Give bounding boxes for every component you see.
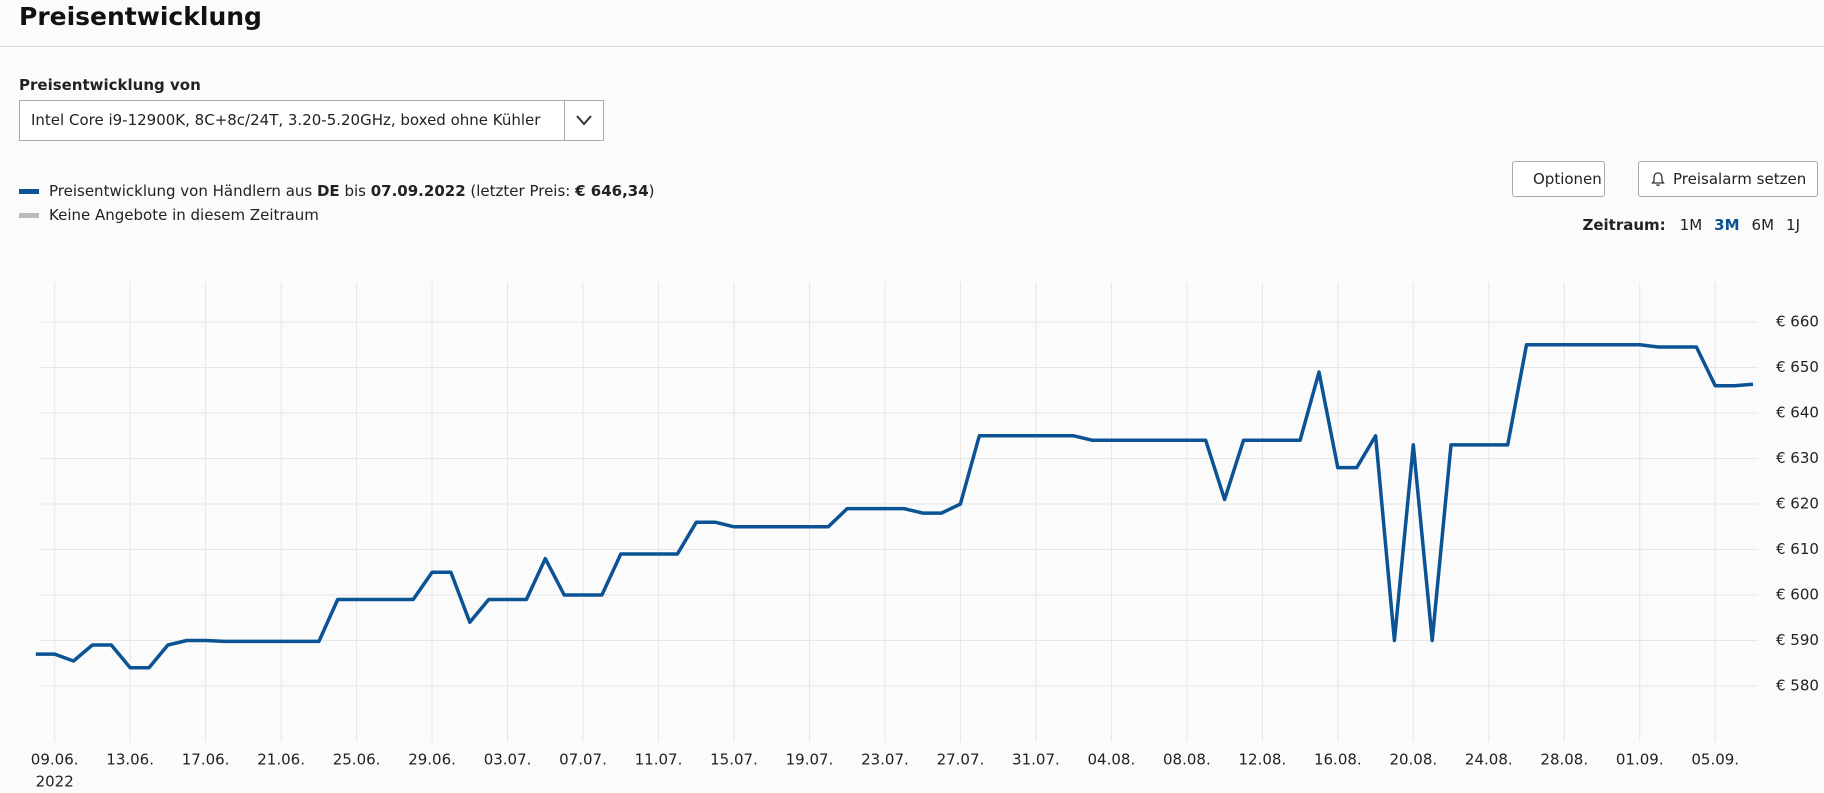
x-tick-label: 20.08. xyxy=(1389,751,1437,769)
x-tick-label: 03.07. xyxy=(484,751,532,769)
y-tick-label: € 620 xyxy=(1776,495,1819,513)
page-title: Preisentwicklung xyxy=(19,2,262,31)
x-tick-label: 15.07. xyxy=(710,751,758,769)
x-tick-label: 31.07. xyxy=(1012,751,1060,769)
select-label: Preisentwicklung von xyxy=(19,76,201,94)
x-tick-label: 08.08. xyxy=(1163,751,1211,769)
x-tick-label: 01.09. xyxy=(1616,751,1664,769)
period-selector: Zeitraum: 1M 3M 6M 1J xyxy=(1582,216,1800,234)
x-tick-label: 24.08. xyxy=(1465,751,1513,769)
button-label: Optionen xyxy=(1533,170,1602,188)
legend-text: Preisentwicklung von Händlern aus xyxy=(49,182,317,200)
price-line xyxy=(35,343,1754,670)
x-tick-label: 19.07. xyxy=(786,751,834,769)
x-tick-label: 09.06. xyxy=(31,751,79,769)
period-option[interactable]: 1J xyxy=(1786,216,1800,234)
select-value: Intel Core i9-12900K, 8C+8c/24T, 3.20-5.… xyxy=(31,111,541,129)
period-label: Zeitraum: xyxy=(1582,216,1666,234)
legend-text: DE xyxy=(316,182,340,200)
legend-text: (letzter Preis: xyxy=(465,182,576,200)
chevron-icon xyxy=(576,115,592,126)
legend-entry: Preisentwicklung von Händlern aus DE bis… xyxy=(19,182,655,200)
price-alert-button[interactable]: Preisalarm setzen xyxy=(1638,161,1818,197)
legend-text: € 646,34 xyxy=(575,182,649,200)
x-tick-label: 16.08. xyxy=(1314,751,1362,769)
divider xyxy=(0,46,1824,47)
y-tick-label: € 580 xyxy=(1776,677,1819,695)
legend-text: Keine Angebote in diesem Zeitraum xyxy=(49,206,319,224)
product-select[interactable]: Intel Core i9-12900K, 8C+8c/24T, 3.20-5.… xyxy=(19,100,604,141)
button-label: Preisalarm setzen xyxy=(1673,170,1807,188)
x-tick-label: 27.07. xyxy=(937,751,985,769)
bell-icon xyxy=(1651,172,1665,187)
y-tick-label: € 630 xyxy=(1776,449,1819,467)
x-tick-label: 13.06. xyxy=(106,751,154,769)
x-tick-label: 12.08. xyxy=(1238,751,1286,769)
options-button[interactable]: Optionen xyxy=(1512,161,1605,197)
x-tick-label: 11.07. xyxy=(635,751,683,769)
period-option[interactable]: 6M xyxy=(1751,216,1775,234)
legend-text: 07.09.2022 xyxy=(370,182,466,200)
x-tick-label: 29.06. xyxy=(408,751,456,769)
legend-swatch xyxy=(19,213,39,218)
legend-swatch xyxy=(19,189,39,194)
y-tick-label: € 650 xyxy=(1776,358,1819,376)
x-tick-label: 05.09. xyxy=(1691,751,1739,769)
x-tick-label: 25.06. xyxy=(333,751,381,769)
legend-text: ) xyxy=(648,182,655,200)
x-tick-label: 23.07. xyxy=(861,751,909,769)
y-tick-label: € 600 xyxy=(1776,586,1819,604)
x-year-label: 2022 xyxy=(36,773,74,791)
y-tick-label: € 590 xyxy=(1776,631,1819,649)
y-tick-label: € 660 xyxy=(1776,313,1819,331)
legend-entry: Keine Angebote in diesem Zeitraum xyxy=(19,206,319,224)
period-option[interactable]: 1M xyxy=(1679,216,1703,234)
y-tick-label: € 610 xyxy=(1776,540,1819,558)
x-tick-label: 28.08. xyxy=(1540,751,1588,769)
period-option[interactable]: 3M xyxy=(1714,216,1740,234)
x-tick-label: 04.08. xyxy=(1088,751,1136,769)
x-tick-label: 21.06. xyxy=(257,751,305,769)
legend-text: bis xyxy=(339,182,371,200)
x-tick-label: 07.07. xyxy=(559,751,607,769)
x-tick-label: 17.06. xyxy=(182,751,230,769)
y-tick-label: € 640 xyxy=(1776,404,1819,422)
select-arrow[interactable] xyxy=(564,101,603,140)
